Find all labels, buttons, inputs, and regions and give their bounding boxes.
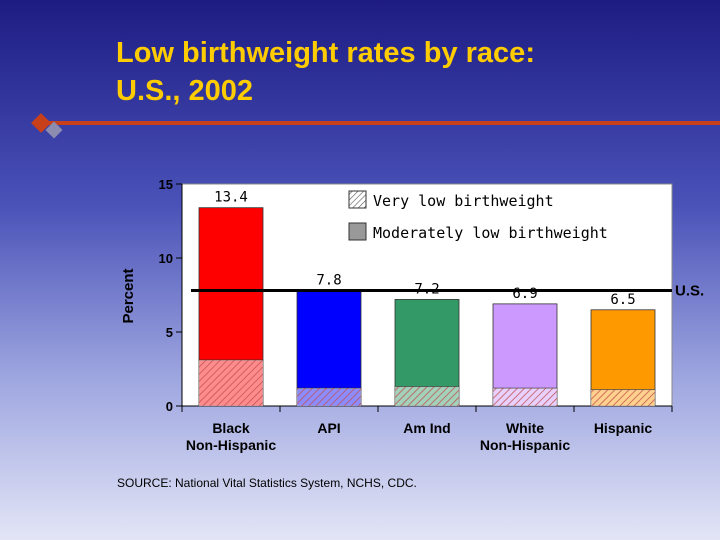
y-axis-title: Percent [120, 268, 137, 323]
y-tick-label: 15 [159, 177, 173, 192]
title-line-1: Low birthweight rates by race: [116, 37, 535, 69]
slide-title: Low birthweight rates by race: U.S., 200… [116, 34, 676, 110]
bar-very-low-hatch [493, 388, 557, 406]
legend-label-very-low: Very low birthweight [373, 192, 554, 210]
bar-very-low-hatch [297, 388, 361, 406]
bar-total-label: 7.8 [316, 273, 341, 289]
bar-total-label: 6.5 [610, 292, 635, 308]
legend-label-moderately-low: Moderately low birthweight [373, 224, 608, 242]
x-category-label: API [317, 420, 340, 436]
us-reference-label: U.S. [675, 283, 704, 300]
title-line-2: U.S., 2002 [116, 75, 254, 107]
bar-moderately-low [492, 303, 558, 389]
y-tick-label: 5 [166, 325, 173, 340]
bar-total-label: 6.9 [512, 286, 537, 302]
source-note: SOURCE: National Vital Statistics System… [117, 476, 417, 490]
legend-swatch-moderately-low [348, 222, 367, 241]
x-category-label: Hispanic [594, 420, 653, 436]
title-divider [40, 121, 720, 125]
bar-moderately-low [198, 207, 264, 361]
bar-moderately-low [394, 299, 460, 388]
bar-very-low-hatch [591, 389, 655, 406]
bar-very-low-hatch [199, 360, 263, 406]
x-category-label: White [506, 420, 544, 436]
x-category-sublabel: Non-Hispanic [480, 437, 570, 453]
bar-moderately-low [590, 309, 656, 391]
bar-very-low-hatch [395, 386, 459, 406]
x-category-label: Am Ind [403, 420, 450, 436]
x-category-sublabel: Non-Hispanic [186, 437, 276, 453]
bar-moderately-low [296, 290, 362, 389]
bar-total-label: 13.4 [214, 190, 248, 206]
y-tick-label: 0 [166, 399, 173, 414]
legend-swatch-very-low [348, 190, 367, 209]
x-category-label: Black [212, 420, 250, 436]
y-tick-label: 10 [159, 251, 173, 266]
